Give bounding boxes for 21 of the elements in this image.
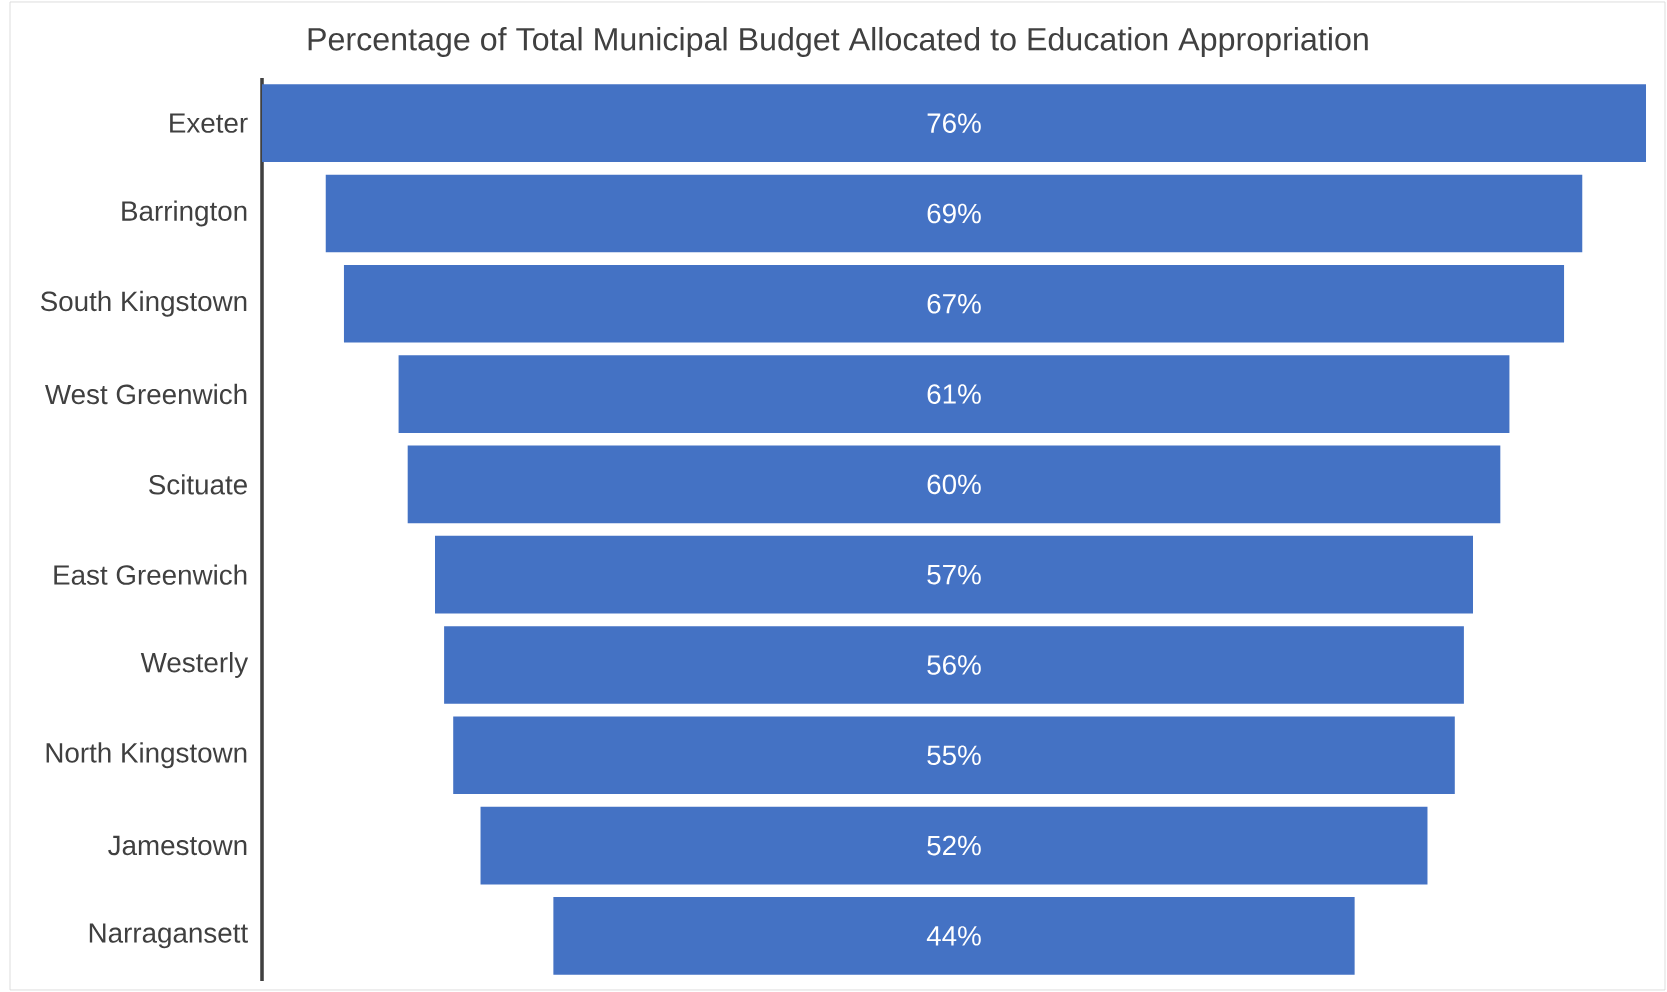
data-label: 61% <box>927 384 981 404</box>
category-label: Westerly <box>140 651 249 678</box>
category-label: East Greenwich <box>54 564 247 585</box>
data-label: 60% <box>927 474 981 495</box>
category-label: Barrington <box>122 200 247 227</box>
category-label: Exeter <box>170 113 248 133</box>
category-label: Narragansett <box>89 923 248 949</box>
data-label: 52% <box>927 835 981 856</box>
data-label: 69% <box>927 203 981 224</box>
category-label: South Kingstown <box>40 290 247 317</box>
data-label: 76% <box>927 113 981 133</box>
data-label: 67% <box>927 293 981 314</box>
category-label: North Kingstown <box>46 742 247 769</box>
category-label: Scituate <box>149 474 247 495</box>
data-label: 56% <box>927 655 981 675</box>
data-label: 44% <box>926 926 981 946</box>
category-label: West Greenwich <box>45 383 247 405</box>
category-label: Jamestown <box>108 835 247 856</box>
data-label: 55% <box>927 745 981 766</box>
text: Percentage of Total Municipal Budget Allocated to Education Appropriation <box>308 26 1368 58</box>
data-label: 57% <box>927 564 981 585</box>
